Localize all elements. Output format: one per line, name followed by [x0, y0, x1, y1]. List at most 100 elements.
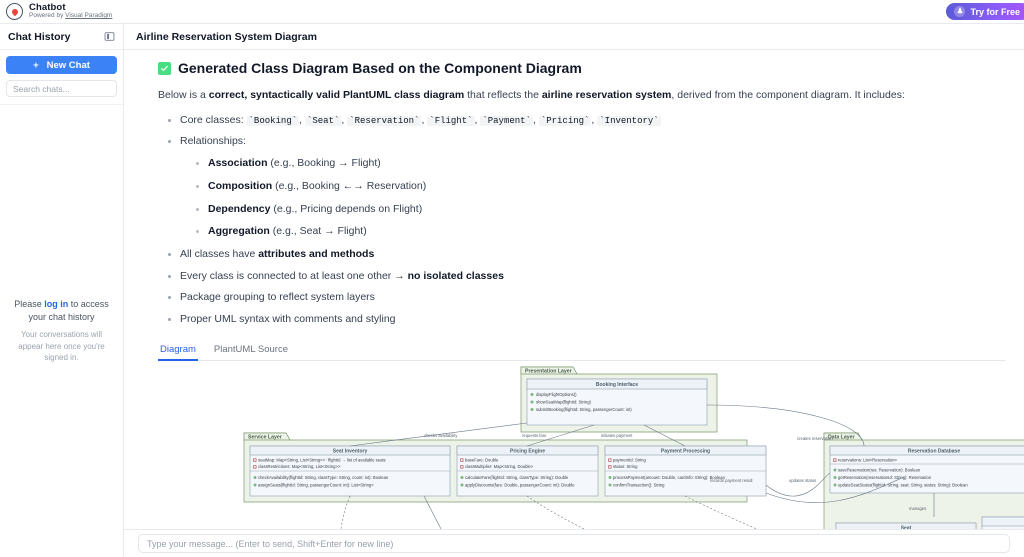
message-composer	[124, 529, 1024, 557]
svg-text:submitBooking(flightId: String: submitBooking(flightId: String, passenge…	[536, 407, 632, 412]
connected-bold: no isolated classes	[407, 269, 504, 282]
login-prompt-sub: Your conversations will appear here once…	[18, 330, 105, 363]
try-for-free-button[interactable]: ♟ Try for Free	[946, 3, 1024, 20]
core-classes-codes: `Booking`, `Seat`, `Reservation`, `Fligh…	[246, 113, 661, 126]
main-panel: Airline Reservation System Diagram Gener…	[124, 24, 1024, 557]
relationship-detail: (e.g., Booking ←→ Reservation)	[272, 179, 427, 192]
new-chat-label: New Chat	[46, 59, 90, 71]
body: Chat History + New Chat Please log in to…	[0, 24, 1024, 557]
core-class-code: `Reservation`	[347, 115, 422, 126]
list-item-attributes: All classes have attributes and methods	[166, 247, 1006, 262]
class-seat-inventory: Seat Inventory seatMap: Map<String, List…	[249, 445, 451, 496]
core-class-code: `Flight`	[427, 115, 475, 126]
search-chats-input[interactable]	[6, 80, 117, 97]
package-label-service: Service Layer	[248, 434, 282, 440]
relationship-name: Aggregation	[208, 225, 270, 238]
page-title-text: Generated Class Diagram Based on the Com…	[178, 60, 582, 76]
brand-text: Chatbot Powered by Visual Paradigm	[29, 3, 112, 20]
uml-connectors	[340, 404, 935, 529]
list-item-connected: Every class is connected to at least one…	[166, 269, 1006, 284]
plus-icon: +	[33, 59, 39, 71]
svg-text:confirmTransaction(): String: confirmTransaction(): String	[613, 482, 665, 487]
assistant-message: Generated Class Diagram Based on the Com…	[124, 50, 1024, 529]
app-title: Chatbot	[29, 2, 66, 14]
relationship-list: Association (e.g., Booking → Flight) Comp…	[194, 156, 1006, 239]
sidebar-header: Chat History	[0, 24, 123, 50]
core-class-code: `Pricing`	[538, 115, 592, 126]
panel-toggle-icon[interactable]	[104, 31, 115, 42]
package-label-data: Data Layer	[828, 434, 855, 440]
svg-text:initiates payment: initiates payment	[601, 433, 633, 438]
class-diagram-canvas[interactable]: Presentation Layer Booking Interface dis…	[164, 364, 1024, 529]
svg-text:classRestrictions: Map<String,: classRestrictions: Map<String, List<Stri…	[258, 464, 341, 469]
svg-text:calculateFare(flightId: String: calculateFare(flightId: String, classTyp…	[465, 475, 569, 480]
svg-text:baseFare: Double: baseFare: Double	[465, 457, 499, 462]
uml-edge-labels: checks availability requests fare initia…	[424, 433, 926, 511]
sidebar-title: Chat History	[8, 30, 71, 43]
class-title-payment-processing: Payment Processing	[661, 448, 710, 454]
class-pricing-engine: Pricing Engine baseFare: Double classMul…	[456, 445, 599, 496]
class-members-booking-interface: displayFlightOptions() showSeatMap(fligh…	[530, 392, 632, 412]
class-title-booking-interface: Booking Interface	[596, 382, 638, 388]
svg-text:saveReservation(res: Reservati: saveReservation(res: Reservation): Boole…	[838, 467, 921, 472]
login-prompt-suffix: to access your chat history	[28, 299, 109, 323]
conversation-title: Airline Reservation System Diagram	[136, 30, 317, 43]
svg-text:classMultiplier: Map<String, D: classMultiplier: Map<String, Double>	[465, 464, 534, 469]
core-class-code: `Seat`	[304, 115, 342, 126]
list-item-package-grouping: Package grouping to reflect system layer…	[166, 290, 1006, 305]
svg-text:assignSeats(flightId: String,: assignSeats(flightId: String, passengerC…	[258, 482, 374, 487]
app-logo-icon	[6, 3, 23, 20]
attributes-bold: attributes and methods	[258, 247, 375, 260]
svg-text:requests fare: requests fare	[522, 433, 547, 438]
page-title: Generated Class Diagram Based on the Com…	[158, 60, 1006, 76]
feature-list: Core classes: `Booking`, `Seat`, `Reserv…	[166, 113, 1006, 327]
tab-diagram[interactable]: Diagram	[158, 341, 198, 361]
relationship-detail: (e.g., Pricing depends on Flight)	[270, 202, 423, 215]
relationship-item: Dependency (e.g., Pricing depends on Fli…	[194, 202, 1006, 217]
class-title-pricing-engine: Pricing Engine	[510, 448, 545, 454]
visual-paradigm-link[interactable]: Visual Paradigm	[65, 12, 113, 20]
class-members-reservation-database: reservations: List<Reservation> saveRese…	[833, 457, 968, 487]
user-icon: ♟	[954, 6, 966, 17]
powered-by: Powered by Visual Paradigm	[29, 12, 113, 20]
main-header: Airline Reservation System Diagram	[124, 24, 1024, 50]
log-in-link[interactable]: log in	[44, 299, 69, 310]
top-bar: Chatbot Powered by Visual Paradigm ♟ Try…	[0, 0, 1024, 24]
relationship-detail: (e.g., Seat → Flight)	[269, 225, 367, 238]
class-booking-interface: Booking Interface displayFlightOptions()…	[526, 378, 708, 425]
relationship-detail: (e.g., Booking → Flight)	[267, 157, 381, 170]
relationship-item: Association (e.g., Booking → Flight)	[194, 156, 1006, 171]
intro-paragraph: Below is a correct, syntactically valid …	[158, 89, 905, 101]
powered-by-prefix: Powered by	[29, 12, 66, 20]
diagram-tabs: Diagram PlantUML Source	[158, 341, 1006, 361]
class-reservation: Reservation reservationId: String passen…	[981, 516, 1024, 529]
relationship-item: Composition (e.g., Booking ←→ Reservatio…	[194, 179, 1006, 194]
search-container	[0, 74, 123, 105]
svg-text:seatMap: Map<String, List<Stri: seatMap: Map<String, List<String>> ' fli…	[258, 457, 386, 462]
core-class-code: `Booking`	[246, 115, 300, 126]
svg-text:updateSeatStatus(flightId: Str: updateSeatStatus(flightId: String, seat:…	[838, 482, 968, 487]
check-icon	[158, 61, 171, 75]
class-title-seat: Seat	[901, 525, 912, 529]
sidebar-actions: + New Chat	[0, 50, 123, 74]
relationship-name: Association	[208, 157, 268, 170]
svg-text:creates reservation: creates reservation	[797, 436, 833, 441]
message-input[interactable]	[138, 534, 1010, 553]
tab-plantuml-source[interactable]: PlantUML Source	[213, 343, 289, 355]
new-chat-button[interactable]: + New Chat	[6, 56, 117, 74]
attributes-plain: All classes have	[180, 247, 259, 260]
core-class-code: `Inventory`	[597, 115, 661, 126]
list-item-uml-syntax: Proper UML syntax with comments and styl…	[166, 312, 1006, 327]
class-members-seat-inventory: seatMap: Map<String, List<String>> ' fli…	[253, 457, 389, 487]
class-members-pricing-engine: baseFare: Double classMultiplier: Map<St…	[460, 457, 575, 487]
svg-text:checkAvailability(flightId: St: checkAvailability(flightId: String, clas…	[258, 475, 389, 480]
svg-text:reservations: List<Reservation: reservations: List<Reservation>	[838, 457, 897, 462]
connected-plain: Every class is connected to at least one…	[180, 269, 408, 282]
login-prompt-prefix: Please	[14, 299, 45, 310]
class-payment-processing: Payment Processing paymentId: String sta…	[604, 445, 767, 496]
brand: Chatbot Powered by Visual Paradigm	[0, 3, 112, 20]
chat-history-empty-state: Please log in to access your chat histor…	[0, 105, 123, 557]
class-title-reservation-database: Reservation Database	[908, 448, 960, 454]
message-scroll-area[interactable]: Generated Class Diagram Based on the Com…	[124, 50, 1024, 529]
relationship-item: Aggregation (e.g., Seat → Flight)	[194, 224, 1006, 239]
